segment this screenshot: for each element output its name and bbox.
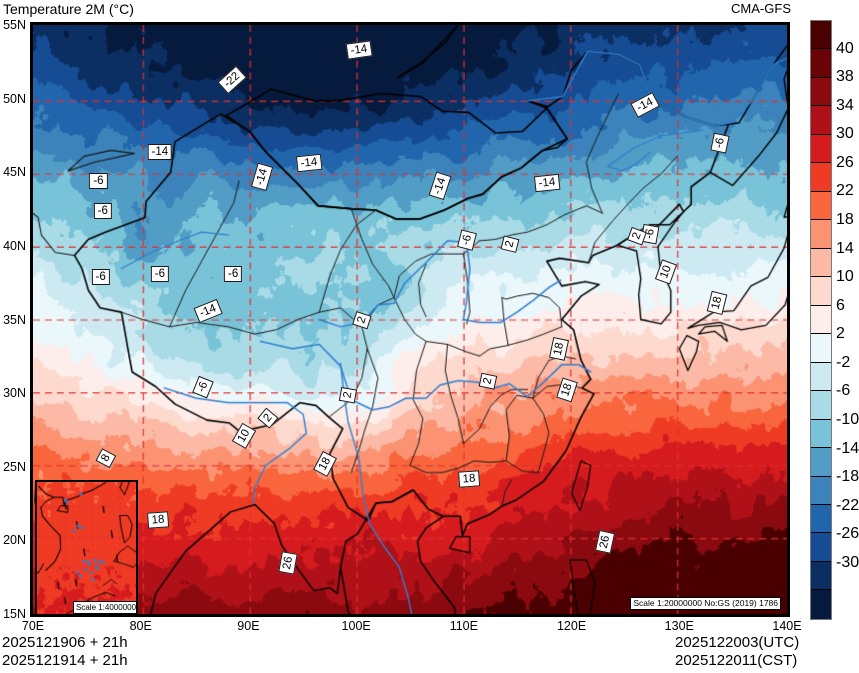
colorbar-band bbox=[811, 533, 831, 562]
lat-tick-40n: 40N bbox=[3, 238, 26, 253]
contour-label: -14 bbox=[533, 173, 560, 192]
colorbar-tick-minus18: -18 bbox=[836, 468, 859, 486]
colorbar-tick-18: 18 bbox=[836, 211, 854, 228]
map-scale-tag: Scale 1:20000000 No:GS (2019) 1786 bbox=[630, 597, 781, 610]
lon-tick-90e: 90E bbox=[237, 619, 260, 633]
lon-tick-130e: 130E bbox=[664, 619, 694, 633]
contour-label: 2 bbox=[339, 386, 358, 404]
colorbar-tick-minus26: -26 bbox=[836, 525, 859, 543]
lon-tick-120e: 120E bbox=[556, 619, 587, 633]
model-label: CMA-GFS bbox=[731, 1, 791, 16]
init-time-utc: 2025121906 + 21h bbox=[2, 634, 128, 651]
valid-time-utc: 2025122003(UTC) bbox=[675, 634, 800, 651]
colorbar-band bbox=[811, 448, 831, 477]
colorbar-band bbox=[811, 134, 831, 164]
lat-tick-20n: 20N bbox=[3, 533, 26, 548]
lat-tick-45n: 45N bbox=[3, 165, 26, 180]
lat-tick-35n: 35N bbox=[3, 312, 26, 327]
lat-tick-50n: 50N bbox=[3, 91, 26, 106]
page-title: Temperature 2M (°C) bbox=[3, 1, 134, 17]
colorbar-band bbox=[811, 590, 831, 619]
contour-label: -6 bbox=[91, 268, 110, 285]
colorbar-band bbox=[811, 334, 831, 363]
colorbar-tick-34: 34 bbox=[836, 96, 854, 114]
contour-label: -14 bbox=[295, 154, 322, 173]
colorbar-band bbox=[811, 220, 831, 249]
temperature-field-canvas bbox=[33, 25, 787, 614]
colorbar-tick-10: 10 bbox=[836, 268, 854, 286]
colorbar-band bbox=[811, 191, 831, 221]
colorbar-tick-6: 6 bbox=[836, 296, 845, 314]
contour-label: -6 bbox=[223, 265, 243, 282]
colorbar-band bbox=[811, 248, 831, 278]
colorbar-band bbox=[811, 362, 831, 392]
contour-label: 18 bbox=[146, 511, 169, 529]
lat-tick-55n: 55N bbox=[3, 18, 26, 32]
inset-scale-tag: Scale 1:40000000 bbox=[73, 601, 136, 614]
colorbar-tick-minus6: -6 bbox=[836, 382, 851, 400]
contour-label: -6 bbox=[93, 202, 112, 219]
colorbar-tick-30: 30 bbox=[836, 125, 854, 143]
lon-tick-80e: 80E bbox=[129, 619, 152, 633]
colorbar-tick-26: 26 bbox=[836, 153, 854, 171]
contour-label: 18 bbox=[458, 469, 480, 488]
contour-label: -6 bbox=[89, 173, 108, 190]
colorbar-tick-2: 2 bbox=[836, 325, 845, 343]
colorbar-tick-14: 14 bbox=[836, 239, 854, 257]
colorbar-band bbox=[811, 163, 831, 192]
colorbar[interactable] bbox=[810, 20, 832, 620]
lat-tick-25n: 25N bbox=[3, 459, 26, 474]
init-time-cst: 2025121914 + 21h bbox=[2, 652, 128, 669]
colorbar-band bbox=[811, 419, 831, 449]
lon-tick-110e: 110E bbox=[449, 619, 478, 633]
colorbar-tick-minus2: -2 bbox=[836, 353, 851, 371]
lat-tick-15n: 15N bbox=[3, 607, 26, 621]
lon-tick-100e: 100E bbox=[341, 619, 371, 633]
contour-label: -6 bbox=[150, 265, 169, 282]
lat-tick-30n: 30N bbox=[3, 386, 26, 401]
colorbar-tick-minus10: -10 bbox=[836, 411, 859, 428]
lon-tick-140e: 140E bbox=[772, 619, 802, 633]
colorbar-band bbox=[811, 277, 831, 306]
colorbar-tick-22: 22 bbox=[836, 182, 854, 200]
colorbar-band bbox=[811, 49, 831, 78]
colorbar-band bbox=[811, 77, 831, 107]
valid-time-cst: 2025122011(CST) bbox=[675, 652, 798, 669]
colorbar-tick-minus30: -30 bbox=[836, 553, 859, 571]
colorbar-band bbox=[811, 106, 831, 135]
colorbar-tick-minus14: -14 bbox=[836, 439, 859, 457]
colorbar-band bbox=[811, 305, 831, 335]
colorbar-band bbox=[811, 504, 831, 534]
inset-temperature-canvas bbox=[37, 482, 136, 614]
colorbar-band bbox=[811, 21, 831, 50]
inset-map-south-china-sea[interactable]: Scale 1:40000000 bbox=[35, 480, 138, 614]
map-plot-area[interactable]: -14 -22 -14 -6 -14 -14 -14 -14 -14 -6 -6 -6 -6 -6 -6 -6… bbox=[30, 22, 790, 617]
colorbar-band bbox=[811, 561, 831, 591]
colorbar-band bbox=[811, 391, 831, 420]
colorbar-band bbox=[811, 476, 831, 505]
colorbar-tick-38: 38 bbox=[836, 68, 854, 86]
colorbar-tick-minus22: -22 bbox=[836, 496, 859, 514]
contour-label: -14 bbox=[147, 143, 173, 160]
lon-tick-70e: 70E bbox=[21, 619, 45, 633]
colorbar-tick-40: 40 bbox=[836, 39, 854, 57]
